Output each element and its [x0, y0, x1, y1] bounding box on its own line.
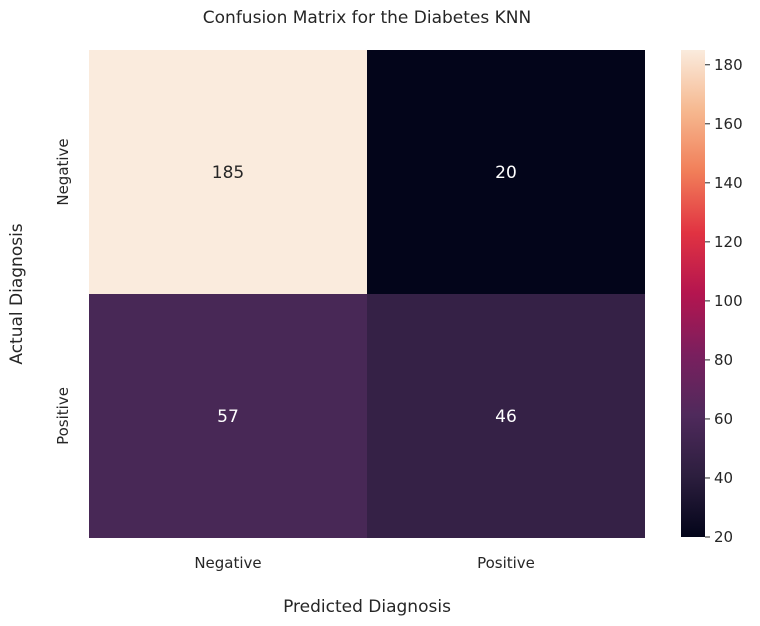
heatmap-cell-value-r0-c0: 185 — [212, 163, 244, 183]
colorbar-tick-label: 180 — [714, 56, 743, 74]
heatmap-cell-r0-c1 — [367, 50, 645, 294]
chart-title: Confusion Matrix for the Diabetes KNN — [203, 8, 531, 28]
colorbar-tick-label: 120 — [714, 233, 743, 251]
colorbar-tick-label: 80 — [714, 351, 733, 369]
heatmap-cell-labels: 185 20 57 46 — [212, 163, 517, 427]
heatmap-cell-value-r1-c0: 57 — [217, 407, 239, 427]
x-tick-label-negative: Negative — [194, 554, 261, 572]
colorbar-tick-label: 100 — [714, 292, 743, 310]
y-axis-label: Actual Diagnosis — [7, 223, 27, 364]
x-axis-ticks: Negative Positive — [194, 554, 535, 572]
colorbar-tick-label: 20 — [714, 528, 733, 546]
y-axis-ticks: Negative Positive — [54, 138, 72, 445]
colorbar — [681, 50, 705, 537]
y-tick-label-negative: Negative — [54, 138, 72, 205]
y-tick-label-positive: Positive — [54, 387, 72, 445]
heatmap-cell-value-r0-c1: 20 — [495, 163, 517, 183]
x-tick-label-positive: Positive — [477, 554, 535, 572]
colorbar-tick-label: 40 — [714, 469, 733, 487]
heatmap-cell-r1-c0 — [89, 294, 367, 538]
x-axis-label: Predicted Diagnosis — [283, 597, 451, 617]
colorbar-tick-label: 140 — [714, 174, 743, 192]
colorbar-ticks: 20 40 60 80 100 120 140 160 180 — [705, 56, 743, 546]
colorbar-tick-label: 60 — [714, 410, 733, 428]
heatmap-cell-r1-c1 — [367, 294, 645, 538]
heatmap-cells — [89, 50, 645, 538]
heatmap-cell-r0-c0 — [89, 50, 367, 294]
heatmap-cell-value-r1-c1: 46 — [495, 407, 517, 427]
colorbar-tick-label: 160 — [714, 115, 743, 133]
